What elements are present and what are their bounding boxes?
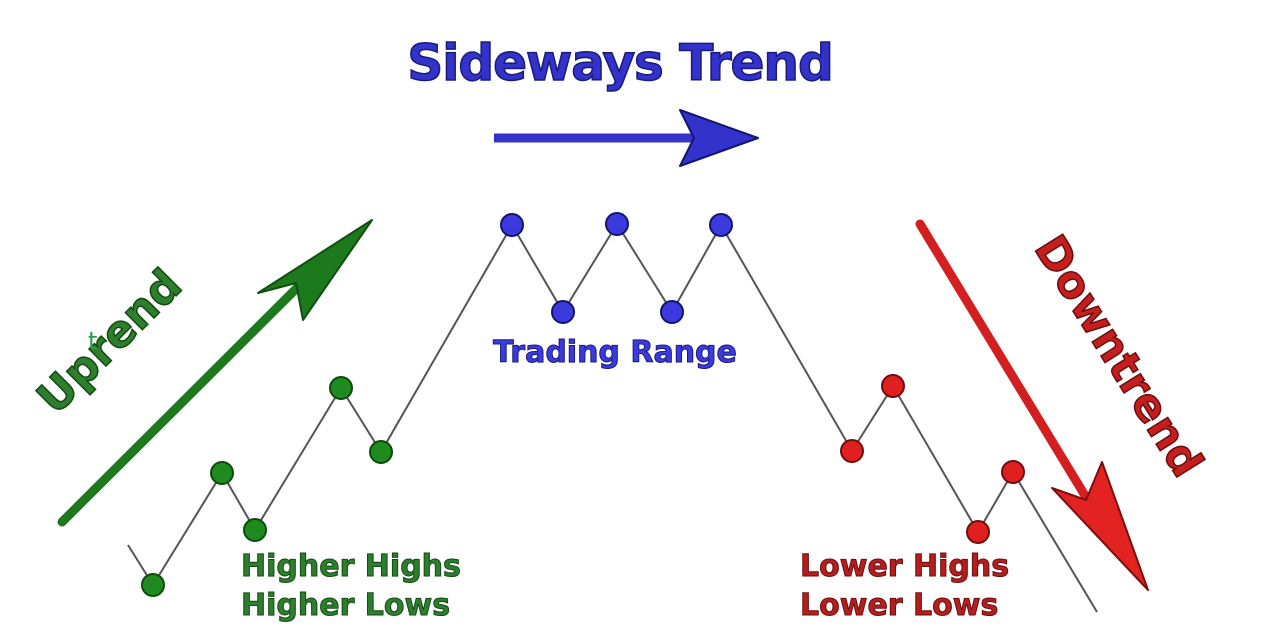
uptrend-pivot-low [141,573,165,597]
downtrend-pivot-low [966,520,990,544]
uptrend-pivots [141,376,393,597]
downtrend-line-2: Lower Lows [800,588,998,623]
downtrend-pivot-low [840,439,864,463]
uptrend-label: Uprend [28,260,192,424]
sideways-pivot-high [605,212,629,236]
downtrend-pivot-high [1001,460,1025,484]
uptrend-line-1: Higher Highs [241,549,461,584]
downtrend-pivots [840,374,1025,544]
uptrend-arrow [57,219,373,527]
uptrend-line-2: Higher Lows [241,588,450,623]
sideways-pivot-low [551,300,575,324]
downtrend-pivot-high [881,374,905,398]
price-path-line [127,222,1098,613]
stray-letter: t [88,327,97,355]
downtrend-arrow [915,219,1149,591]
uptrend-pivot-high [210,461,234,485]
uptrend-pivot-low [369,440,393,464]
sideways-title: Sideways Trend [407,34,833,92]
trading-range-label: Trading Range [493,335,737,370]
sideways-pivot-high [500,213,524,237]
sideways-pivots [500,212,733,324]
downtrend-line-1: Lower Highs [800,549,1009,584]
sideways-arrow [494,109,759,167]
uptrend-pivot-high [329,376,353,400]
sideways-pivot-high [709,213,733,237]
uptrend-pivot-low [243,518,267,542]
sideways-pivot-low [660,300,684,324]
